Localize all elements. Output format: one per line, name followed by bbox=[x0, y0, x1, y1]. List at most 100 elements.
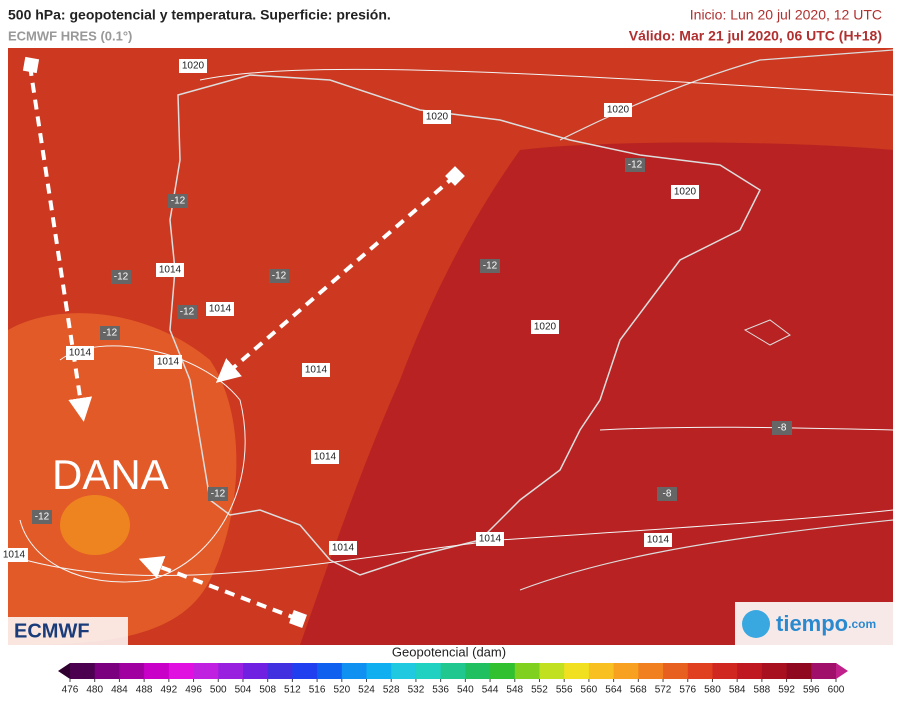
colorbar-tick-label: 520 bbox=[333, 685, 350, 696]
valid-time: Válido: Mar 21 jul 2020, 06 UTC (H+18) bbox=[629, 28, 882, 44]
isobar-label-box bbox=[302, 363, 330, 377]
temperature-label: -12 bbox=[628, 160, 643, 171]
colorbar-swatch bbox=[242, 663, 269, 679]
colorbar-swatch bbox=[415, 663, 442, 679]
colorbar-swatch bbox=[317, 663, 343, 679]
isobar-label-box bbox=[531, 320, 559, 334]
colorbar-tick-label: 528 bbox=[383, 685, 400, 696]
isobar-label: 1014 bbox=[157, 357, 180, 368]
temperature-label-box bbox=[772, 421, 792, 435]
colorbar-swatch bbox=[490, 663, 516, 679]
isobar-label: 1014 bbox=[314, 452, 337, 463]
temperature-label-box bbox=[111, 270, 131, 284]
colorbar-tick-label: 492 bbox=[160, 685, 177, 696]
colorbar-swatch bbox=[712, 663, 738, 679]
temperature-label: -12 bbox=[483, 261, 498, 272]
logo-tiempo: tiempo.com bbox=[776, 611, 876, 636]
isobar-label-box bbox=[311, 450, 339, 464]
colorbar-tick-label: 584 bbox=[729, 685, 746, 696]
colorbar-extension bbox=[836, 663, 848, 679]
colorbar-tick-label: 540 bbox=[457, 685, 474, 696]
temperature-label-box bbox=[208, 487, 228, 501]
title: 500 hPa: geopotencial y temperatura. Sup… bbox=[8, 7, 391, 23]
temperature-label-box bbox=[168, 194, 188, 208]
isobar-label: 1020 bbox=[426, 112, 449, 123]
temperature-label: -12 bbox=[180, 307, 195, 318]
colorbar-swatch bbox=[366, 663, 392, 679]
colorbar-swatch bbox=[811, 663, 837, 679]
isobar-label-box bbox=[423, 110, 451, 124]
colorbar-tick-label: 568 bbox=[630, 685, 647, 696]
colorbar-swatch bbox=[168, 663, 195, 679]
model: ECMWF HRES (0.1°) bbox=[8, 28, 132, 43]
isobar-label: 1020 bbox=[607, 105, 630, 116]
dana-core bbox=[60, 495, 130, 555]
isobar-label: 1020 bbox=[674, 187, 697, 198]
colorbar-tick-label: 564 bbox=[605, 685, 622, 696]
colorbar-tick-label: 556 bbox=[556, 685, 573, 696]
colorbar-swatch bbox=[687, 663, 713, 679]
colorbar-tick-label: 560 bbox=[581, 685, 598, 696]
colorbar-tick-label: 548 bbox=[506, 685, 523, 696]
isobar-label-box bbox=[66, 346, 94, 360]
isobar bbox=[199, 68, 894, 96]
temperature-label: -12 bbox=[171, 196, 186, 207]
colorbar-tick-label: 524 bbox=[358, 685, 375, 696]
isobar-label-box bbox=[156, 263, 184, 277]
colorbar-swatch bbox=[391, 663, 417, 679]
logo-box bbox=[8, 617, 128, 645]
temperature-label-box bbox=[269, 269, 289, 283]
isobar-label: 1014 bbox=[209, 304, 232, 315]
colorbar-tick-label: 504 bbox=[235, 685, 252, 696]
isobar-label: 1020 bbox=[534, 322, 557, 333]
arrow bbox=[138, 556, 299, 621]
temperature-label: -8 bbox=[778, 423, 787, 434]
temperature-label: -12 bbox=[114, 272, 129, 283]
colorbar-swatch bbox=[94, 663, 120, 679]
isobar-label: 1020 bbox=[182, 61, 205, 72]
colorbar-swatch bbox=[588, 663, 615, 679]
colorbar-tick-label: 484 bbox=[111, 685, 128, 696]
temperature-label: -12 bbox=[272, 271, 287, 282]
coastline bbox=[559, 49, 894, 141]
colorbar-swatch bbox=[465, 663, 491, 679]
colorbar-tick-label: 532 bbox=[408, 685, 425, 696]
colorbar-swatch bbox=[292, 663, 318, 679]
isobar-label-box bbox=[604, 103, 632, 117]
colorbar-tick-label: 496 bbox=[185, 685, 202, 696]
temperature-label-box bbox=[625, 158, 645, 172]
isobar-label-box bbox=[0, 548, 28, 562]
isobar-label: 1014 bbox=[479, 534, 502, 545]
colorbar-swatch bbox=[737, 663, 763, 679]
dana-annotation: DANA bbox=[52, 451, 169, 498]
isobar-label-box bbox=[644, 533, 672, 547]
colorbar-tick-label: 476 bbox=[62, 685, 79, 696]
colorbar-extension bbox=[58, 663, 70, 679]
colorbar-swatch bbox=[119, 663, 145, 679]
isobar-label: 1014 bbox=[305, 365, 328, 376]
isobar-label: 1014 bbox=[69, 348, 92, 359]
colorbar-tick-label: 500 bbox=[210, 685, 227, 696]
colorbar-tick-label: 516 bbox=[309, 685, 326, 696]
arrow-start bbox=[445, 166, 465, 186]
isobar-label: 1014 bbox=[647, 535, 670, 546]
arrow-start bbox=[289, 610, 307, 628]
temperature-label: -12 bbox=[211, 489, 226, 500]
temperature-label-box bbox=[177, 305, 197, 319]
colorbar-swatch bbox=[663, 663, 689, 679]
island bbox=[743, 319, 791, 346]
coastline bbox=[519, 519, 894, 591]
colorbar-swatch bbox=[638, 663, 664, 679]
colorbar-swatch bbox=[144, 663, 170, 679]
colorbar-swatch bbox=[564, 663, 590, 679]
colorbar-tick-label: 572 bbox=[655, 685, 672, 696]
temperature-label: -12 bbox=[103, 328, 118, 339]
temperature-label-box bbox=[657, 487, 677, 501]
temperature-label-box bbox=[100, 326, 120, 340]
temperature-label: -12 bbox=[35, 512, 50, 523]
map: DANA 1020 1020 1020 1020 1020 1014 1014 1014 101… bbox=[0, 48, 894, 645]
colorbar-swatch bbox=[267, 663, 293, 679]
isobar-label: 1014 bbox=[3, 550, 26, 561]
colorbar-swatch bbox=[613, 663, 639, 679]
